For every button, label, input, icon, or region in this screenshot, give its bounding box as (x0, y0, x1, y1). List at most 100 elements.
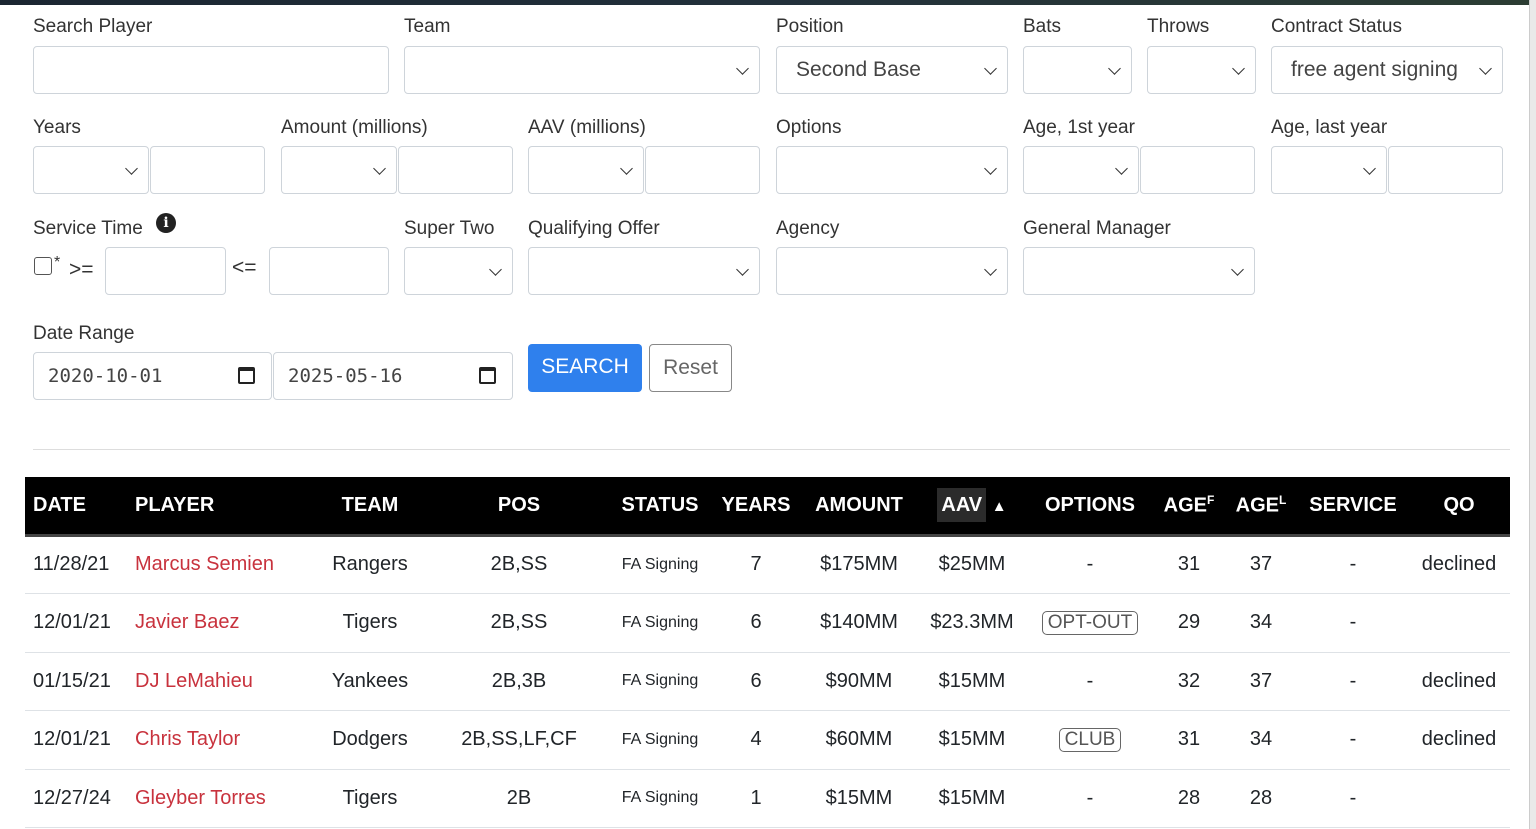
general-manager-select[interactable] (1023, 247, 1255, 295)
date-range-label: Date Range (33, 323, 135, 344)
amount-operator-select[interactable] (281, 146, 397, 194)
header-age-first[interactable]: AGEF (1154, 477, 1224, 537)
super-two-label: Super Two (404, 218, 495, 239)
cell-age-l: 37 (1224, 652, 1298, 711)
table-row: 11/28/21 Marcus Semien Rangers 2B,SS FA Sign… (25, 535, 1510, 594)
cell-player[interactable]: Chris Taylor (130, 710, 310, 770)
header-amount[interactable]: AMOUNT (800, 477, 918, 537)
header-age-label: AGE (1163, 494, 1207, 517)
position-select[interactable]: Second Base (776, 46, 1008, 94)
cell-service: - (1298, 593, 1408, 653)
years-operator-select[interactable] (33, 146, 149, 194)
table-row: 12/01/21 Chris Taylor Dodgers 2B,SS,LF,CF FA… (25, 710, 1510, 770)
bats-select[interactable] (1023, 46, 1132, 94)
options-select[interactable] (776, 146, 1008, 194)
service-time-checkbox[interactable] (34, 257, 52, 275)
header-options[interactable]: OPTIONS (1026, 477, 1154, 537)
gte-label: >= (69, 258, 94, 281)
age-last-operator-select[interactable] (1271, 146, 1387, 194)
header-player[interactable]: PLAYER (130, 477, 310, 537)
cell-qo: declined (1408, 710, 1510, 770)
calendar-icon[interactable] (479, 367, 496, 384)
option-badge: OPT-OUT (1041, 610, 1139, 635)
throws-select[interactable] (1147, 46, 1256, 94)
throws-label: Throws (1147, 16, 1210, 37)
header-status[interactable]: STATUS (608, 477, 712, 537)
header-age-last[interactable]: AGEL (1224, 477, 1298, 537)
top-bar (0, 0, 1536, 5)
info-icon[interactable]: i (156, 213, 176, 233)
cell-age-f: 31 (1154, 535, 1224, 594)
cell-age-f: 29 (1154, 593, 1224, 653)
age-first-operator-select[interactable] (1023, 146, 1139, 194)
cell-service: - (1298, 652, 1408, 711)
cell-aav: $15MM (918, 710, 1026, 770)
scrollbar[interactable] (1529, 0, 1536, 829)
contract-status-label: Contract Status (1271, 16, 1402, 37)
sort-asc-icon: ▲ (991, 497, 1007, 515)
cell-years: 7 (712, 535, 800, 594)
qualifying-offer-select[interactable] (528, 247, 760, 295)
years-label: Years (33, 117, 81, 138)
cell-age-f: 32 (1154, 652, 1224, 711)
header-age-label: AGE (1235, 494, 1279, 517)
age-first-input[interactable] (1140, 146, 1255, 194)
years-input[interactable] (150, 146, 265, 194)
cell-player[interactable]: DJ LeMahieu (130, 652, 310, 711)
team-label: Team (404, 16, 451, 37)
header-service[interactable]: SERVICE (1298, 477, 1408, 537)
cell-pos: 2B,3B (430, 652, 608, 711)
contract-status-select[interactable]: free agent signing (1271, 46, 1503, 94)
amount-input[interactable] (398, 146, 513, 194)
header-date[interactable]: DATE (25, 477, 130, 537)
service-time-max-input[interactable] (269, 247, 389, 295)
cell-player[interactable]: Marcus Semien (130, 535, 310, 594)
cell-age-l: 28 (1224, 769, 1298, 828)
cell-player[interactable]: Gleyber Torres (130, 769, 310, 828)
cell-team: Yankees (310, 652, 430, 711)
cell-service: - (1298, 710, 1408, 770)
super-two-select[interactable] (404, 247, 513, 295)
aav-input[interactable] (645, 146, 760, 194)
search-button[interactable]: SEARCH (528, 344, 642, 392)
cell-team: Tigers (310, 769, 430, 828)
team-select[interactable] (404, 46, 760, 94)
aav-label: AAV (millions) (528, 117, 646, 138)
header-pos[interactable]: POS (430, 477, 608, 537)
service-time-min-input[interactable] (105, 247, 226, 295)
lte-label: <= (232, 256, 257, 279)
table-row: 01/15/21 DJ LeMahieu Yankees 2B,3B FA Signin… (25, 652, 1510, 711)
age-last-input[interactable] (1388, 146, 1503, 194)
cell-age-f: 28 (1154, 769, 1224, 828)
cell-qo (1408, 593, 1510, 653)
date-end-input[interactable]: 2025-05-16 (273, 352, 513, 400)
cell-aav: $15MM (918, 652, 1026, 711)
header-aav[interactable]: AAV ▲ (918, 477, 1026, 537)
date-start-value: 2020-10-01 (48, 365, 163, 387)
general-manager-label: General Manager (1023, 218, 1171, 239)
header-age-l-sup: L (1279, 492, 1287, 507)
cell-amount: $15MM (800, 769, 918, 828)
date-start-input[interactable]: 2020-10-01 (33, 352, 272, 400)
calendar-icon[interactable] (238, 367, 255, 384)
cell-options: - (1026, 769, 1154, 828)
cell-status: FA Signing (608, 652, 712, 711)
header-years[interactable]: YEARS (712, 477, 800, 537)
age-last-label: Age, last year (1271, 117, 1388, 138)
amount-label: Amount (millions) (281, 117, 428, 138)
search-player-input[interactable] (33, 46, 389, 94)
cell-pos: 2B,SS,LF,CF (430, 710, 608, 770)
cell-date: 12/01/21 (25, 593, 130, 653)
age-first-label: Age, 1st year (1023, 117, 1135, 138)
header-qo[interactable]: QO (1408, 477, 1510, 537)
cell-player[interactable]: Javier Baez (130, 593, 310, 653)
header-age-f-sup: F (1207, 492, 1215, 507)
cell-amount: $175MM (800, 535, 918, 594)
cell-amount: $140MM (800, 593, 918, 653)
agency-select[interactable] (776, 247, 1008, 295)
service-time-label: Service Time (33, 218, 143, 239)
cell-age-l: 34 (1224, 593, 1298, 653)
aav-operator-select[interactable] (528, 146, 644, 194)
reset-button[interactable]: Reset (649, 344, 732, 392)
header-team[interactable]: TEAM (310, 477, 430, 537)
